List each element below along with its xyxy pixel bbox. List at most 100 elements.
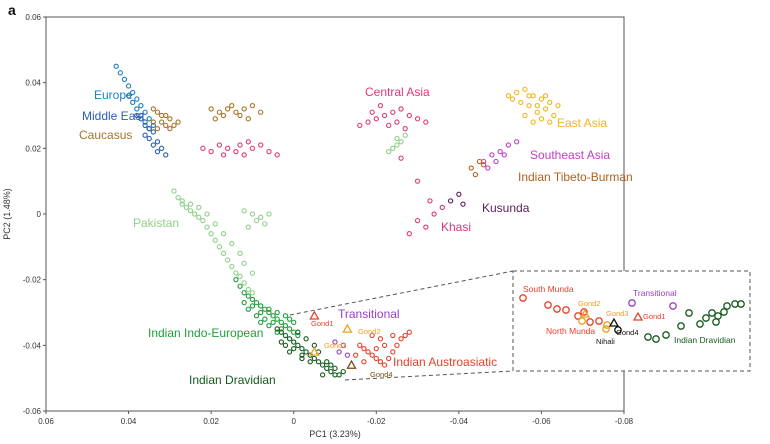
point-indian-indo-european [249, 296, 256, 303]
point-east-asia [547, 119, 553, 125]
point-pakistan [187, 208, 194, 214]
point-central-asia [390, 109, 396, 115]
point-caucasus [167, 116, 173, 122]
point-indian-indo-european [237, 283, 243, 289]
point-indian-dravidian [291, 339, 297, 345]
inset-point-nihali [614, 326, 622, 334]
point-caucasus [150, 106, 156, 112]
point-indian-tibeto-burman [476, 158, 483, 165]
inset-point-gond2 [578, 317, 586, 325]
point-europe [134, 96, 140, 102]
point-indian-indo-european [241, 290, 247, 296]
point-pakistan [220, 231, 227, 237]
y-axis-label: PC2 (1.48%) [2, 188, 12, 240]
x-tick-label: -0.06 [532, 417, 551, 426]
label-gond1: Gond1 [311, 319, 334, 328]
point-europe [142, 119, 148, 125]
label-central-asia: Central Asia [365, 85, 430, 99]
inset-label-transitional: Transitional [633, 288, 677, 298]
inset-point-dravidian [685, 309, 693, 317]
point-indian-indo-european [258, 303, 264, 309]
point-khasi [439, 204, 445, 211]
point-central-asia [225, 145, 231, 151]
point-caucasus [229, 103, 235, 109]
point-central-asia [414, 217, 421, 224]
point-central-asia [249, 145, 256, 151]
point-indian-dravidian [291, 345, 297, 352]
point-indian-dravidian [278, 339, 284, 345]
point-central-asia [208, 148, 214, 155]
point-khasi [423, 224, 429, 230]
point-east-asia [555, 103, 561, 109]
point-pakistan [179, 198, 185, 204]
point-indian-indo-european [258, 309, 264, 316]
point-indian-dravidian [295, 342, 301, 348]
point-indian-indo-european [270, 313, 276, 319]
point-central-asia [414, 178, 421, 184]
point-middle-east [146, 125, 152, 132]
point-indian-austroasiatic [402, 332, 408, 339]
inset-label-gond3: Gond3 [606, 309, 629, 318]
point-caucasus [208, 106, 214, 112]
y-tick-label: 0.02 [25, 144, 41, 153]
point-central-asia [200, 145, 206, 151]
point-east-asia [514, 89, 520, 96]
point-europe [113, 63, 119, 69]
point-indian-indo-european [262, 316, 268, 322]
point-indian-dravidian [299, 352, 305, 358]
point-middle-east [146, 135, 152, 142]
point-pakistan [225, 257, 231, 263]
point-indian-dravidian [328, 368, 334, 375]
label-indian-austroasiatic: Indian Austroasiatic [393, 355, 497, 369]
label-europe: Europe [94, 88, 133, 102]
point-pakistan [390, 145, 396, 151]
point-east-asia [530, 119, 536, 125]
point-indian-dravidian [332, 365, 338, 371]
point-southeast-asia [505, 142, 512, 148]
point-indian-dravidian [340, 368, 346, 375]
inset-label-gond4: Gond4 [616, 328, 639, 337]
y-tick-label: 0 [37, 210, 42, 219]
point-central-asia [233, 148, 239, 155]
point-southeast-asia [497, 148, 503, 155]
point-indian-indo-european [286, 326, 293, 332]
inset-point-dravidian [677, 322, 685, 330]
inset-label-gond1: Gond1 [643, 312, 666, 321]
inset-point-munda [580, 308, 588, 316]
point-caucasus [163, 112, 169, 119]
label-east-asia: East Asia [557, 116, 607, 130]
point-pakistan [200, 217, 206, 224]
point-caucasus [249, 103, 256, 109]
point-indian-indo-european [253, 299, 260, 306]
point-pakistan [229, 240, 235, 247]
gond-markers [309, 310, 357, 369]
inset-label-nihali: Nihali [596, 337, 615, 346]
point-indian-dravidian [319, 372, 326, 378]
point-caucasus [220, 112, 227, 119]
point-pakistan [191, 211, 198, 217]
inset-marker-gond2 [579, 308, 591, 318]
point-europe [117, 70, 123, 76]
point-east-asia [530, 93, 536, 99]
point-indian-austroasiatic [406, 329, 412, 335]
point-east-asia [551, 112, 557, 119]
inset-box [512, 270, 751, 372]
point-indian-dravidian [299, 355, 305, 362]
marker-gond1 [309, 310, 320, 320]
inset-label-north-munda: North Munda [546, 326, 595, 336]
inset-point-dravidian [712, 318, 720, 326]
point-indian-austroasiatic [398, 336, 404, 342]
point-pakistan [196, 204, 202, 211]
point-pakistan [171, 188, 177, 194]
point-indian-indo-european [270, 319, 276, 325]
point-europe [125, 93, 132, 99]
point-central-asia [274, 152, 280, 158]
point-caucasus [158, 112, 165, 119]
point-central-asia [258, 142, 264, 148]
point-pakistan [249, 270, 256, 276]
point-central-asia [406, 112, 412, 119]
point-pakistan [249, 290, 256, 296]
point-indian-austroasiatic [390, 349, 396, 355]
point-pakistan [229, 263, 235, 270]
y-tick-label: -0.06 [23, 407, 42, 416]
